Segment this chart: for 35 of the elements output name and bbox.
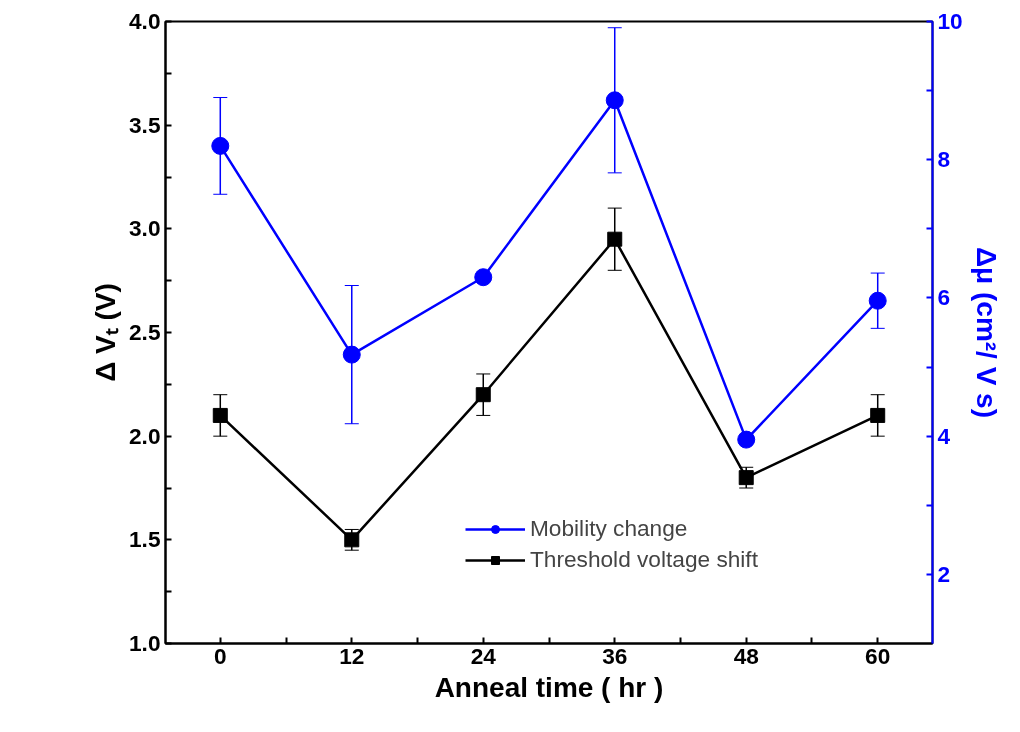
x-axis-title: Anneal time ( hr ) <box>434 671 664 703</box>
y-tick-label: 3.5 <box>129 111 161 138</box>
y2-axis-title: Δμ (cm²/ V s) <box>970 246 1002 419</box>
x-tick-label: 36 <box>602 642 628 669</box>
legend-label: Mobility change <box>530 515 688 542</box>
point <box>737 430 756 449</box>
point <box>868 291 887 310</box>
point <box>738 470 754 486</box>
x-tick-label: 24 <box>470 642 497 669</box>
y-tick-label: 2.5 <box>129 319 161 345</box>
point <box>605 91 624 110</box>
point <box>344 532 360 548</box>
x-tick-label: 60 <box>865 642 891 669</box>
y-tick-label: 1.0 <box>129 630 161 656</box>
legend-label: Threshold voltage shift <box>530 546 758 573</box>
point <box>342 345 361 364</box>
y-tick-label: 1.5 <box>129 526 161 553</box>
y2-tick-label: 6 <box>937 284 951 311</box>
x-tick-label: 12 <box>339 642 365 669</box>
point <box>211 136 230 155</box>
x-tick-label: 0 <box>213 642 227 669</box>
point <box>607 231 623 247</box>
y-tick-label: 3.0 <box>129 215 161 242</box>
y-tick-label: 2.0 <box>129 422 161 449</box>
y-tick-label: 4.0 <box>129 8 161 34</box>
y2-tick-label: 8 <box>937 146 951 173</box>
point <box>475 387 491 403</box>
y2-tick-label: 4 <box>937 422 951 449</box>
y-axis-title: Δ Vₜ (V) <box>90 283 121 382</box>
y2-tick-label: 10 <box>937 8 963 34</box>
point <box>474 268 493 287</box>
point <box>212 407 228 423</box>
x-tick-label: 48 <box>733 642 759 669</box>
y2-tick-label: 2 <box>937 560 951 587</box>
point <box>870 407 886 423</box>
